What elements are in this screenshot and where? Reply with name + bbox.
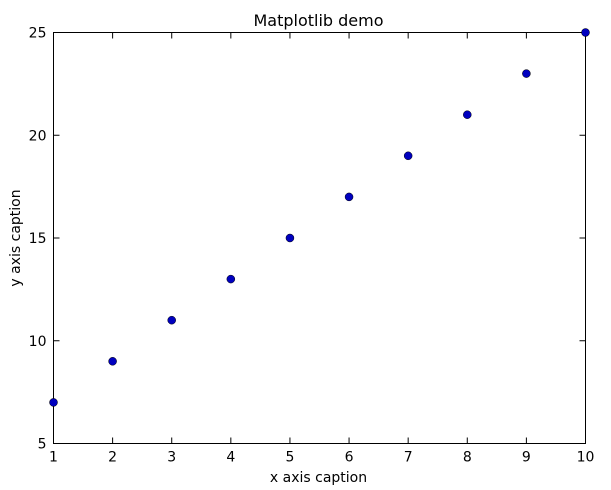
plot-area: 1 2 3 4 5 6 7 8 9 10 5 10 15 20 25 xyxy=(29,26,595,466)
x-tick-label: 6 xyxy=(345,450,354,466)
x-tick-label: 5 xyxy=(285,450,294,466)
y-axis-label: y axis caption xyxy=(8,189,24,286)
data-point xyxy=(49,398,58,407)
x-tick-label: 2 xyxy=(108,450,117,466)
y-tick-label: 10 xyxy=(29,334,47,350)
data-point xyxy=(167,315,176,325)
data-point xyxy=(108,357,117,366)
y-tick-label: 25 xyxy=(29,26,47,42)
y-tick-label: 5 xyxy=(38,437,47,453)
data-point xyxy=(403,151,413,161)
data-point xyxy=(344,192,354,202)
x-tick-label: 8 xyxy=(463,450,472,466)
y-axis-ticks: 5 10 15 20 25 xyxy=(29,26,586,453)
data-point xyxy=(226,274,236,284)
data-point xyxy=(463,110,472,119)
data-points xyxy=(49,28,590,407)
x-axis-label: x axis caption xyxy=(270,470,367,486)
x-tick-label: 9 xyxy=(522,450,531,466)
data-point xyxy=(285,233,295,243)
y-tick-label: 15 xyxy=(29,231,47,247)
x-axis-ticks: 1 2 3 4 5 6 7 8 9 10 xyxy=(49,32,595,466)
x-tick-label: 1 xyxy=(49,450,58,466)
x-tick-label: 3 xyxy=(167,450,176,466)
x-tick-label: 10 xyxy=(577,450,595,466)
plot-frame xyxy=(53,32,586,444)
x-tick-label: 4 xyxy=(226,450,235,466)
data-point xyxy=(522,69,531,78)
data-point xyxy=(581,28,590,37)
y-tick-label: 20 xyxy=(29,128,47,144)
x-tick-label: 7 xyxy=(404,450,413,466)
chart-title: Matplotlib demo xyxy=(253,11,383,30)
